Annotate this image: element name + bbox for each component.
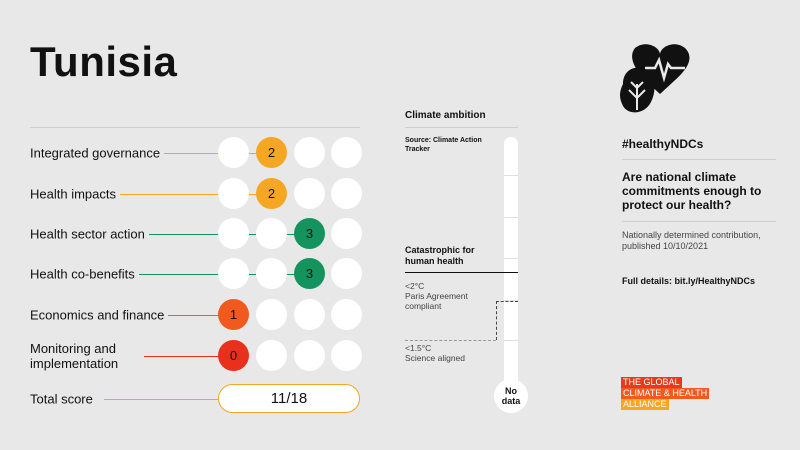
score-dot-empty xyxy=(331,340,362,371)
logo-line-1: THE GLOBAL xyxy=(621,377,682,388)
ambition-source: Source: Climate Action Tracker xyxy=(405,137,482,153)
score-row: Economics and finance 1 xyxy=(30,299,370,331)
sidebar-divider xyxy=(622,159,776,160)
heart-leaf-icon xyxy=(620,44,690,113)
score-dot-empty xyxy=(218,178,249,209)
score-row-label: Health impacts xyxy=(30,186,116,202)
paris-label: <2°C Paris Agreement compliant xyxy=(405,281,495,311)
total-score-box: 11/18 xyxy=(218,384,360,413)
thermometer-tick xyxy=(504,258,518,259)
details-link[interactable]: Full details: bit.ly/HealthyNDCs xyxy=(622,276,756,286)
score-dot-empty xyxy=(331,218,362,249)
country-title: Tunisia xyxy=(30,38,178,85)
score-row: Health co-benefits 3 xyxy=(30,258,370,290)
score-row: Monitoring and implementation 0 xyxy=(30,340,370,372)
score-dot-active: 2 xyxy=(256,178,287,209)
score-dot-empty xyxy=(294,137,325,168)
score-dot-empty xyxy=(294,178,325,209)
paris-description: Paris Agreement compliant xyxy=(405,291,468,311)
score-connector-line xyxy=(164,153,258,154)
ambition-divider xyxy=(405,127,518,128)
logo-line-3: ALLIANCE xyxy=(621,399,669,410)
score-connector-line xyxy=(119,194,258,195)
ndc-info: Nationally determined contribution, publ… xyxy=(622,230,761,251)
score-dot-empty xyxy=(218,137,249,168)
science-threshold: <1.5°C xyxy=(405,343,432,353)
total-score-row: Total score xyxy=(30,383,370,415)
score-connector-line xyxy=(138,274,296,275)
score-row-label: Monitoring and implementation xyxy=(30,341,119,371)
thermometer-tick xyxy=(504,217,518,218)
thermometer-tick xyxy=(504,175,518,176)
thermometer-tube xyxy=(504,137,518,397)
score-row: Health sector action 3 xyxy=(30,218,370,250)
score-dot-active: 0 xyxy=(218,340,249,371)
catastrophic-line xyxy=(405,272,518,273)
score-row-label: Economics and finance xyxy=(30,307,165,323)
paris-threshold: <2°C xyxy=(405,281,425,291)
score-dot-active: 3 xyxy=(294,258,325,289)
score-dot-empty xyxy=(256,258,287,289)
score-dot-empty xyxy=(331,299,362,330)
thermometer-tick xyxy=(504,300,518,301)
thermometer-tick xyxy=(504,340,518,341)
paris-dashed-drop xyxy=(496,301,497,340)
question-heading: Are national climate commitments enough … xyxy=(622,170,762,212)
score-dot-empty xyxy=(218,218,249,249)
science-label: <1.5°C Science aligned xyxy=(405,343,465,363)
thermometer-bulb: No data xyxy=(494,379,528,413)
score-row-label: Health co-benefits xyxy=(30,266,135,282)
score-dot-empty xyxy=(331,137,362,168)
score-dot-empty xyxy=(294,299,325,330)
score-dot-empty xyxy=(256,299,287,330)
hashtag: #healthyNDCs xyxy=(622,137,704,151)
score-row: Health impacts 2 xyxy=(30,178,370,210)
paris-dashed-line xyxy=(496,301,518,302)
score-row-label: Health sector action xyxy=(30,226,145,242)
title-divider xyxy=(30,127,360,128)
ambition-title: Climate ambition xyxy=(405,110,486,121)
score-connector-line xyxy=(168,315,220,316)
total-score-line xyxy=(104,399,218,400)
score-dot-active: 2 xyxy=(256,137,287,168)
score-dot-empty xyxy=(256,340,287,371)
catastrophic-label: Catastrophic for human health xyxy=(405,245,475,266)
score-dot-empty xyxy=(218,258,249,289)
score-row-label: Integrated governance xyxy=(30,145,161,161)
score-row: Integrated governance 2 xyxy=(30,137,370,169)
total-score-label: Total score xyxy=(30,391,93,407)
score-dot-active: 3 xyxy=(294,218,325,249)
alliance-logo: THE GLOBAL CLIMATE & HEALTH ALLIANCE xyxy=(621,377,710,410)
score-dot-empty xyxy=(294,340,325,371)
sidebar-divider xyxy=(622,221,776,222)
logo-line-2: CLIMATE & HEALTH xyxy=(621,388,710,399)
score-dot-empty xyxy=(256,218,287,249)
score-dot-empty xyxy=(331,178,362,209)
score-dot-empty xyxy=(331,258,362,289)
science-description: Science aligned xyxy=(405,353,466,363)
science-dashed-line xyxy=(405,340,496,341)
score-connector-line xyxy=(144,356,220,357)
score-dot-active: 1 xyxy=(218,299,249,330)
